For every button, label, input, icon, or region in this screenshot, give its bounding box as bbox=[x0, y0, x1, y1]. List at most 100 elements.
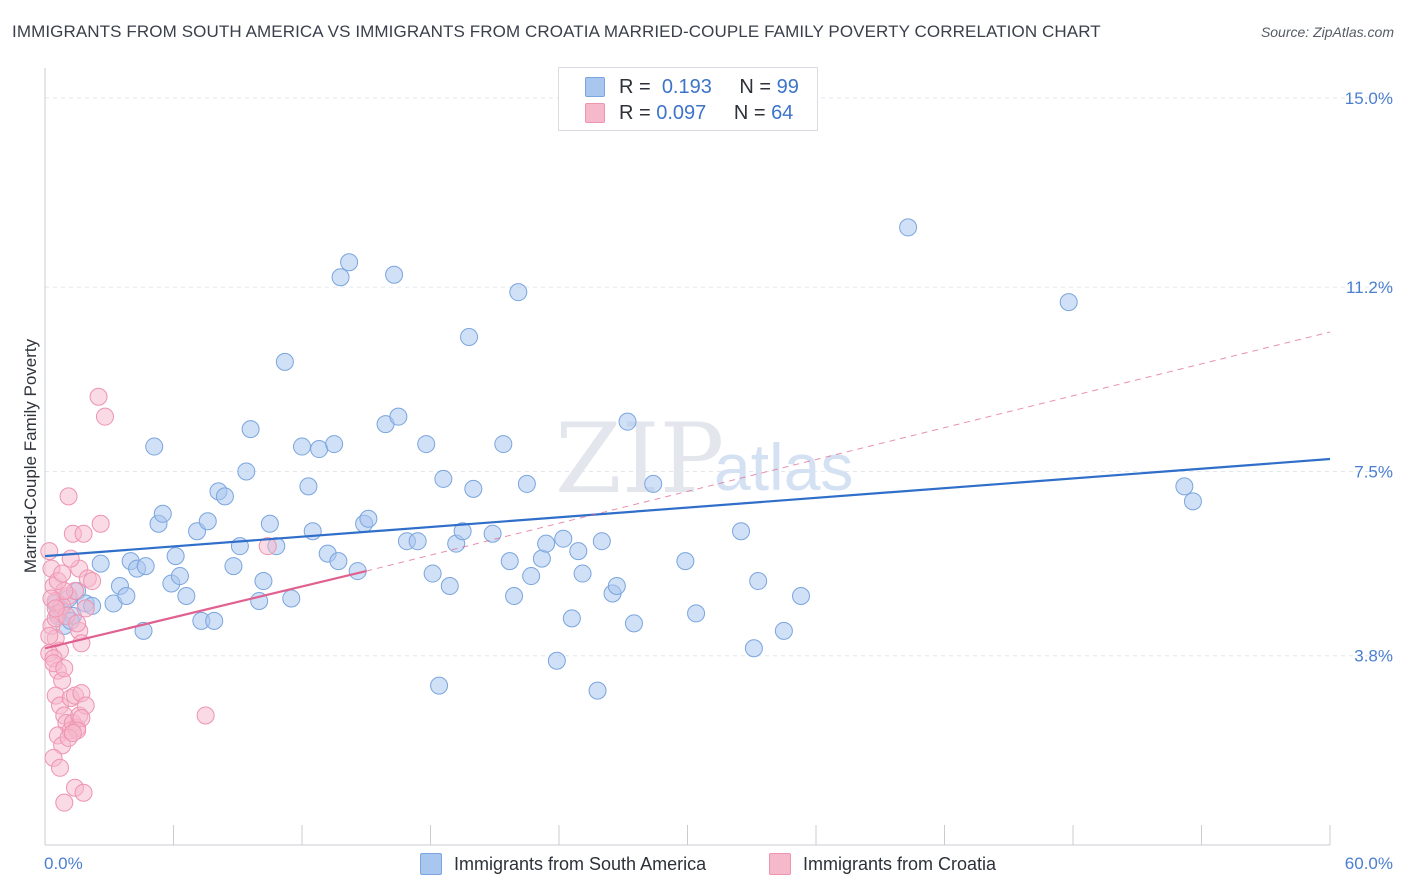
data-point-south-america bbox=[624, 614, 643, 633]
source-credit: Source: ZipAtlas.com bbox=[1260, 24, 1394, 40]
data-point-croatia bbox=[55, 793, 74, 812]
data-point-south-america bbox=[299, 477, 318, 496]
data-point-south-america bbox=[331, 268, 350, 287]
data-point-south-america bbox=[434, 469, 453, 488]
axes bbox=[44, 68, 1331, 846]
data-point-south-america bbox=[254, 572, 273, 591]
data-point-south-america bbox=[170, 567, 189, 586]
data-point-croatia bbox=[258, 537, 277, 556]
data-point-croatia bbox=[59, 487, 78, 506]
data-point-south-america bbox=[136, 557, 155, 576]
tick-labels: 3.8% 7.5% 11.2% 15.0% 0.0% 60.0% bbox=[44, 89, 1393, 873]
correlation-legend: R = 0.193 N = 99 R = 0.097 N = 64 bbox=[558, 67, 818, 131]
legend-n-label: N = bbox=[733, 101, 766, 124]
series-south-america-points bbox=[46, 218, 1202, 700]
data-point-south-america bbox=[453, 522, 472, 541]
data-point-croatia bbox=[76, 599, 95, 618]
data-point-croatia bbox=[74, 783, 93, 802]
data-point-south-america bbox=[483, 524, 502, 543]
legend-row-south-america: R = 0.193 N = 99 bbox=[585, 75, 799, 99]
legend-r-value: 0.193 bbox=[661, 75, 712, 98]
data-point-croatia bbox=[63, 723, 82, 742]
data-point-south-america bbox=[153, 504, 172, 523]
legend-n-value: 99 bbox=[776, 75, 799, 98]
data-point-south-america bbox=[1175, 477, 1194, 496]
data-point-south-america bbox=[732, 522, 751, 541]
trend-line-south-america bbox=[44, 457, 1331, 558]
data-point-south-america bbox=[325, 435, 344, 454]
data-point-south-america bbox=[166, 547, 185, 566]
data-point-croatia bbox=[74, 524, 93, 543]
data-point-croatia bbox=[83, 572, 102, 591]
data-point-croatia bbox=[89, 387, 108, 406]
data-point-south-america bbox=[749, 572, 768, 591]
data-point-south-america bbox=[440, 577, 459, 596]
data-point-south-america bbox=[554, 529, 573, 548]
data-point-south-america bbox=[464, 479, 483, 498]
data-point-south-america bbox=[275, 352, 294, 371]
data-point-south-america bbox=[537, 534, 556, 553]
data-point-south-america bbox=[359, 509, 378, 528]
y-tick-label: 7.5% bbox=[1354, 462, 1393, 481]
data-point-south-america bbox=[293, 437, 311, 456]
data-point-south-america bbox=[430, 676, 449, 695]
data-point-south-america bbox=[91, 554, 110, 573]
data-point-south-america bbox=[423, 564, 442, 583]
data-point-south-america bbox=[532, 549, 551, 568]
data-point-south-america bbox=[592, 532, 611, 551]
data-point-south-america bbox=[237, 462, 256, 481]
trend-line-croatia bbox=[44, 570, 367, 650]
x-tick-label: 60.0% bbox=[1345, 854, 1393, 873]
data-point-south-america bbox=[774, 621, 793, 640]
legend-swatch-pink bbox=[585, 103, 605, 123]
data-point-south-america bbox=[408, 532, 427, 551]
bottom-legend-swatch-blue bbox=[420, 853, 442, 875]
data-point-south-america bbox=[547, 651, 566, 670]
data-point-south-america bbox=[687, 604, 706, 623]
bottom-legend-croatia: Immigrants from Croatia bbox=[769, 852, 996, 876]
y-tick-label: 15.0% bbox=[1345, 89, 1393, 108]
data-point-south-america bbox=[215, 487, 234, 506]
data-point-south-america bbox=[588, 681, 607, 700]
data-point-south-america bbox=[522, 567, 541, 586]
data-point-croatia bbox=[53, 564, 72, 583]
data-point-croatia bbox=[95, 407, 114, 426]
data-point-croatia bbox=[40, 542, 59, 561]
legend-r-value: 0.097 bbox=[656, 101, 707, 124]
bottom-legend-south-america: Immigrants from South America bbox=[420, 852, 706, 876]
bottom-legend-label: Immigrants from Croatia bbox=[803, 853, 997, 874]
data-point-south-america bbox=[205, 611, 224, 630]
bottom-legend-label: Immigrants from South America bbox=[454, 853, 707, 874]
data-point-croatia bbox=[196, 706, 215, 725]
trend-extension-croatia bbox=[366, 331, 1331, 572]
data-point-south-america bbox=[899, 218, 918, 237]
data-point-south-america bbox=[744, 639, 763, 658]
data-point-south-america bbox=[562, 609, 581, 628]
data-point-south-america bbox=[500, 552, 519, 571]
data-point-croatia bbox=[50, 758, 69, 777]
data-point-south-america bbox=[329, 552, 348, 571]
y-axis-label: Married-Couple Family Poverty bbox=[21, 338, 40, 573]
data-point-croatia bbox=[46, 599, 65, 618]
data-point-south-america bbox=[618, 412, 637, 431]
data-point-croatia bbox=[68, 614, 87, 633]
data-point-south-america bbox=[792, 586, 811, 605]
watermark-atlas: atlas bbox=[714, 430, 853, 504]
trend-lines bbox=[44, 331, 1331, 650]
x-tick-label: 0.0% bbox=[44, 854, 83, 873]
data-point-south-america bbox=[260, 514, 279, 533]
data-point-south-america bbox=[505, 586, 524, 605]
data-point-south-america bbox=[198, 512, 217, 531]
data-point-south-america bbox=[282, 589, 301, 608]
legend-r-label: R = bbox=[619, 101, 651, 124]
data-point-south-america bbox=[1183, 492, 1202, 511]
legend-n-value: 64 bbox=[771, 101, 794, 124]
data-point-south-america bbox=[340, 253, 359, 272]
data-point-south-america bbox=[145, 437, 164, 456]
data-point-croatia bbox=[40, 626, 59, 645]
data-point-south-america bbox=[417, 435, 436, 454]
legend-row-croatia: R = 0.097 N = 64 bbox=[585, 101, 793, 125]
data-point-croatia bbox=[55, 659, 74, 678]
data-point-south-america bbox=[117, 586, 136, 605]
legend-swatch-blue bbox=[585, 77, 605, 97]
